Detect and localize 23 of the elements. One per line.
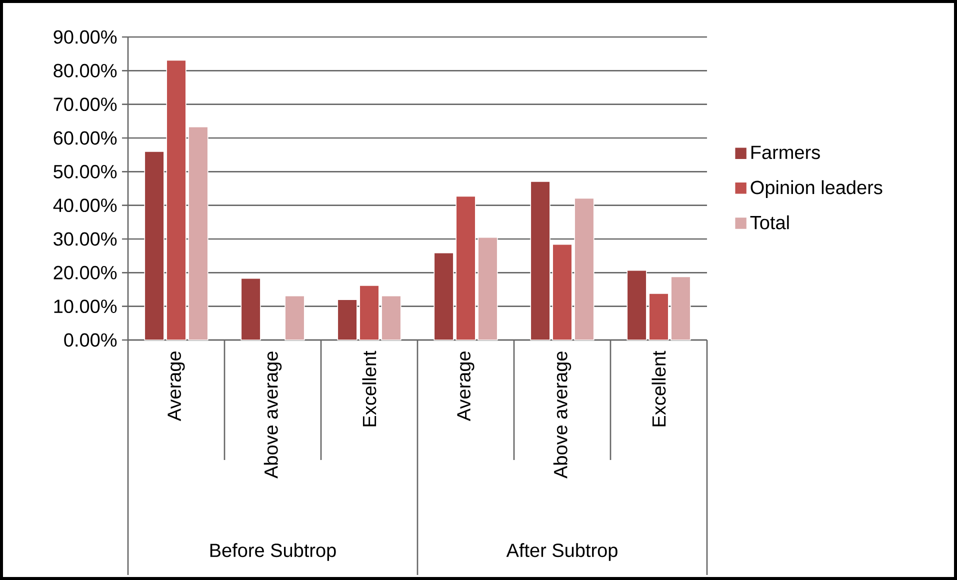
y-tick-label: 60.00% xyxy=(54,131,117,145)
x-tick-label: Above average xyxy=(553,352,572,478)
x-tick-label: Excellent xyxy=(362,350,376,426)
text: After Subtrop xyxy=(506,543,618,561)
y-tick-label: 90.00% xyxy=(54,30,117,44)
x-tick-label: Average xyxy=(168,352,185,422)
legend-label: Farmers xyxy=(751,146,820,160)
x-tick-label: Excellent xyxy=(652,350,666,426)
legend-label: Total xyxy=(750,215,789,230)
y-tick-label: 40.00% xyxy=(53,198,117,212)
text: Before Subtrop xyxy=(210,543,336,561)
legend-label: Opinion leaders xyxy=(750,180,882,198)
y-tick-label: 80.00% xyxy=(54,64,117,78)
y-tick-label: 20.00% xyxy=(54,266,117,280)
x-tick-label: Average xyxy=(457,352,474,422)
x-tick-label: Above average xyxy=(264,352,282,478)
y-tick-label: 70.00% xyxy=(54,98,117,112)
y-tick-label: 10.00% xyxy=(54,300,117,314)
y-tick-label: 0.00% xyxy=(64,333,117,347)
y-tick-label: 30.00% xyxy=(54,232,117,246)
y-tick-label: 50.00% xyxy=(54,164,117,178)
bar xyxy=(284,295,305,340)
bar xyxy=(240,278,261,340)
